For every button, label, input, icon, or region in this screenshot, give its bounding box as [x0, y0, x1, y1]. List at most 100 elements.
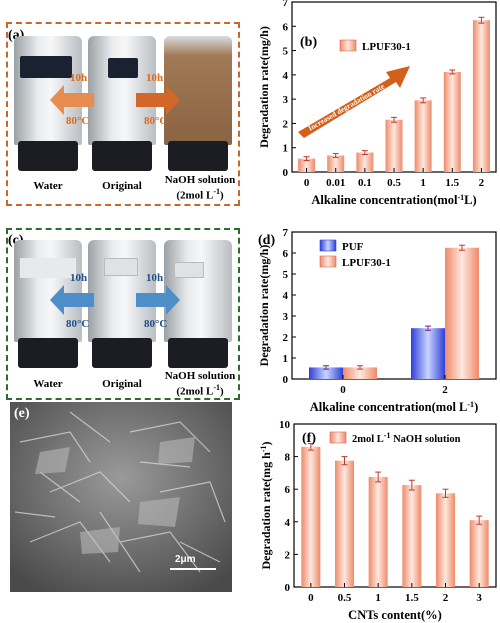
x-tick-label: 0	[304, 177, 310, 189]
y-tick-label: 6	[285, 484, 291, 496]
x-tick-label: 2	[442, 384, 448, 396]
bar	[335, 460, 354, 587]
panel-a-label-conc: (2mol L-1)	[176, 187, 224, 202]
arrow-right-time-c: 10h	[146, 272, 164, 284]
y-tick-label: 4	[283, 70, 289, 82]
x-tick-label: 1.5	[405, 592, 419, 604]
arrow-left-temp: 80°C	[66, 115, 90, 127]
arrow-right-orange	[136, 85, 180, 115]
panel-e-sem-image	[10, 402, 232, 592]
arrow-right-temp: 80°C	[144, 115, 168, 127]
x-tick-label: 3	[476, 592, 482, 604]
y-tick-label: 7	[283, 227, 289, 239]
y-axis-label: Degradation rate(mg h-1)	[259, 442, 274, 570]
y-tick-label: 5	[283, 46, 289, 58]
panel-c-label-original: Original	[102, 378, 142, 390]
legend-swatch	[319, 255, 337, 268]
x-axis-label: Alkaline concentration(mol-1L)	[311, 193, 476, 208]
x-tick-label: 0.5	[338, 592, 352, 604]
panel-a-frame	[6, 22, 240, 206]
vial-water-c	[14, 240, 82, 368]
bar	[309, 367, 343, 379]
y-tick-label: 0	[283, 374, 289, 386]
chart-d: 0 1 2 3 4 5 6 7 0 2 Alkaline concentration(mol L-1…	[257, 227, 497, 414]
y-tick-label: 10	[279, 419, 291, 431]
bar	[356, 152, 374, 172]
y-tick-label: 5	[283, 269, 289, 281]
y-tick-label: 2	[283, 118, 289, 130]
x-tick-label: 0.1	[358, 177, 372, 189]
x-tick-label: 1	[420, 177, 426, 189]
x-tick-label: 2	[443, 592, 449, 604]
vial-water	[14, 36, 82, 171]
x-tick-label: 0.01	[326, 177, 345, 189]
vial-naoh-c	[164, 240, 232, 368]
arrow-left-time-c: 10h	[70, 272, 88, 284]
bar	[402, 485, 422, 587]
y-axis-label: Degradation rate(mg/h)	[257, 26, 271, 148]
panel-label: (f)	[302, 431, 316, 446]
y-tick-label: 6	[283, 248, 289, 260]
arrow-right-blue	[136, 285, 180, 315]
legend-swatch	[319, 239, 337, 252]
panel-a-label-naoh: NaOH solution	[164, 174, 236, 186]
arrow-left-temp-c: 80°C	[66, 318, 90, 330]
bar	[343, 367, 377, 379]
arrow-left-orange	[50, 85, 94, 115]
panel-label: (d)	[258, 233, 275, 248]
legend-swatch	[329, 431, 347, 444]
bar	[445, 247, 479, 379]
vial-original	[88, 36, 156, 171]
y-tick-label: 4	[283, 290, 289, 302]
chart-f: 0 2 4 6 8 10 0 0.5 1 1.5 2 3 CNTs content(%) Degradat…	[259, 419, 497, 622]
y-axis-label: Degradation rate(mg/h)	[257, 245, 271, 367]
panel-c-label-conc: (2mol L-1)	[176, 383, 224, 398]
bar	[443, 71, 461, 172]
bar	[436, 493, 455, 587]
bar	[411, 328, 445, 379]
arrow-left-time: 10h	[70, 72, 88, 84]
vial-original-c	[88, 240, 156, 368]
y-tick-label: 2	[283, 332, 289, 344]
x-tick-label: 0	[308, 592, 314, 604]
y-tick-label: 7	[283, 0, 289, 9]
plot-frame	[291, 231, 497, 380]
bar	[385, 119, 403, 172]
panel-c-label-naoh: NaOH solution	[164, 370, 236, 382]
y-tick-label: 1	[283, 353, 289, 365]
bar	[472, 20, 490, 173]
trend-arrow	[298, 66, 410, 138]
panel-c-label-water: Water	[33, 378, 63, 390]
y-tick-label: 0	[283, 167, 289, 179]
trend-annotation: Increased degradation rate	[307, 81, 387, 132]
y-tick-label: 3	[283, 94, 289, 106]
bar	[469, 520, 489, 587]
x-tick-label: 2	[479, 177, 485, 189]
x-axis-label: CNTs content(%)	[348, 608, 442, 622]
plot-frame	[293, 423, 497, 588]
arrow-right-temp-c: 80°C	[144, 318, 168, 330]
panel-a-label-original: Original	[102, 180, 142, 192]
bar	[368, 476, 388, 587]
vial-naoh	[164, 36, 232, 171]
x-tick-label: 0.5	[387, 177, 401, 189]
bar	[327, 155, 345, 172]
y-tick-label: 1	[283, 143, 289, 155]
legend-label: 2mol L-1 NaOH solution	[352, 431, 461, 446]
bar	[414, 100, 432, 172]
panel-label: (b)	[300, 35, 317, 50]
legend-label: PUF	[342, 241, 364, 253]
y-tick-label: 6	[283, 21, 289, 33]
panel-c-frame	[6, 228, 240, 400]
y-tick-label: 4	[285, 517, 291, 529]
y-tick-label: 3	[283, 311, 289, 323]
bar	[301, 446, 321, 587]
x-tick-label: 1	[375, 592, 381, 604]
bar	[298, 158, 316, 172]
x-axis-label: Alkaline concentration(mol L-1)	[310, 400, 478, 414]
legend-label: LPUF30-1	[342, 257, 391, 269]
panel-a-label-water: Water	[33, 180, 63, 192]
x-tick-label: 0	[340, 384, 346, 396]
x-tick-label: 1.5	[445, 177, 459, 189]
